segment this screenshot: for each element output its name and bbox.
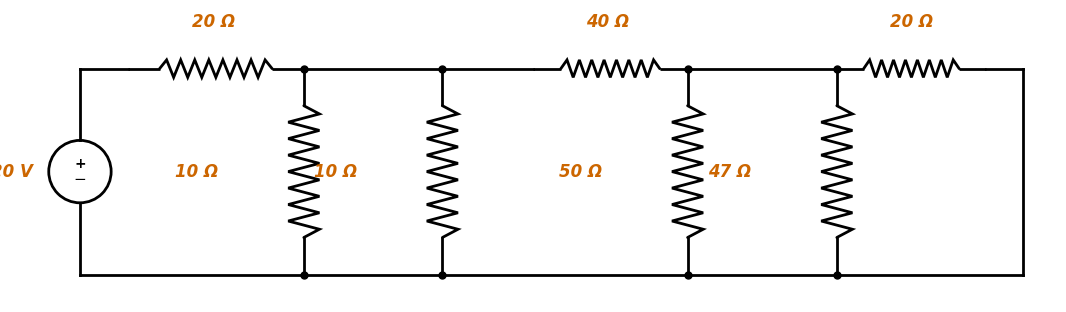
Text: +: +	[75, 157, 85, 171]
Text: 20 V: 20 V	[0, 163, 33, 181]
Text: 10 Ω: 10 Ω	[176, 163, 219, 181]
Text: 20 Ω: 20 Ω	[890, 13, 933, 31]
Text: 47 Ω: 47 Ω	[709, 163, 752, 181]
Text: 40 Ω: 40 Ω	[586, 13, 629, 31]
Text: 20 Ω: 20 Ω	[192, 13, 235, 31]
Text: −: −	[74, 172, 86, 187]
Text: 10 Ω: 10 Ω	[314, 163, 357, 181]
Text: 50 Ω: 50 Ω	[560, 163, 602, 181]
